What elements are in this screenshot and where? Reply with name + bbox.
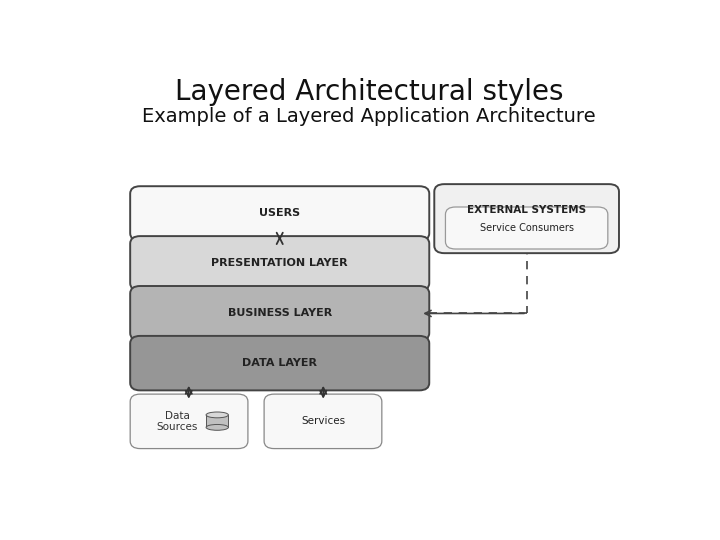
FancyBboxPatch shape	[446, 207, 608, 249]
Ellipse shape	[206, 424, 228, 430]
Text: Data
Sources: Data Sources	[157, 410, 198, 432]
FancyBboxPatch shape	[130, 286, 429, 341]
FancyBboxPatch shape	[130, 236, 429, 291]
Text: Services: Services	[301, 416, 345, 427]
Text: USERS: USERS	[259, 208, 300, 219]
Text: Layered Architectural styles: Layered Architectural styles	[175, 78, 563, 106]
FancyBboxPatch shape	[264, 394, 382, 449]
FancyBboxPatch shape	[130, 336, 429, 390]
Text: EXTERNAL SYSTEMS: EXTERNAL SYSTEMS	[467, 205, 586, 215]
FancyBboxPatch shape	[130, 186, 429, 241]
Bar	[206, 415, 228, 427]
Text: Service Consumers: Service Consumers	[480, 223, 574, 233]
Ellipse shape	[206, 412, 228, 418]
FancyBboxPatch shape	[434, 184, 619, 253]
Text: DATA LAYER: DATA LAYER	[242, 358, 318, 368]
Text: PRESENTATION LAYER: PRESENTATION LAYER	[212, 258, 348, 268]
FancyBboxPatch shape	[130, 394, 248, 449]
Text: BUSINESS LAYER: BUSINESS LAYER	[228, 308, 332, 318]
Text: Example of a Layered Application Architecture: Example of a Layered Application Archite…	[142, 107, 596, 126]
